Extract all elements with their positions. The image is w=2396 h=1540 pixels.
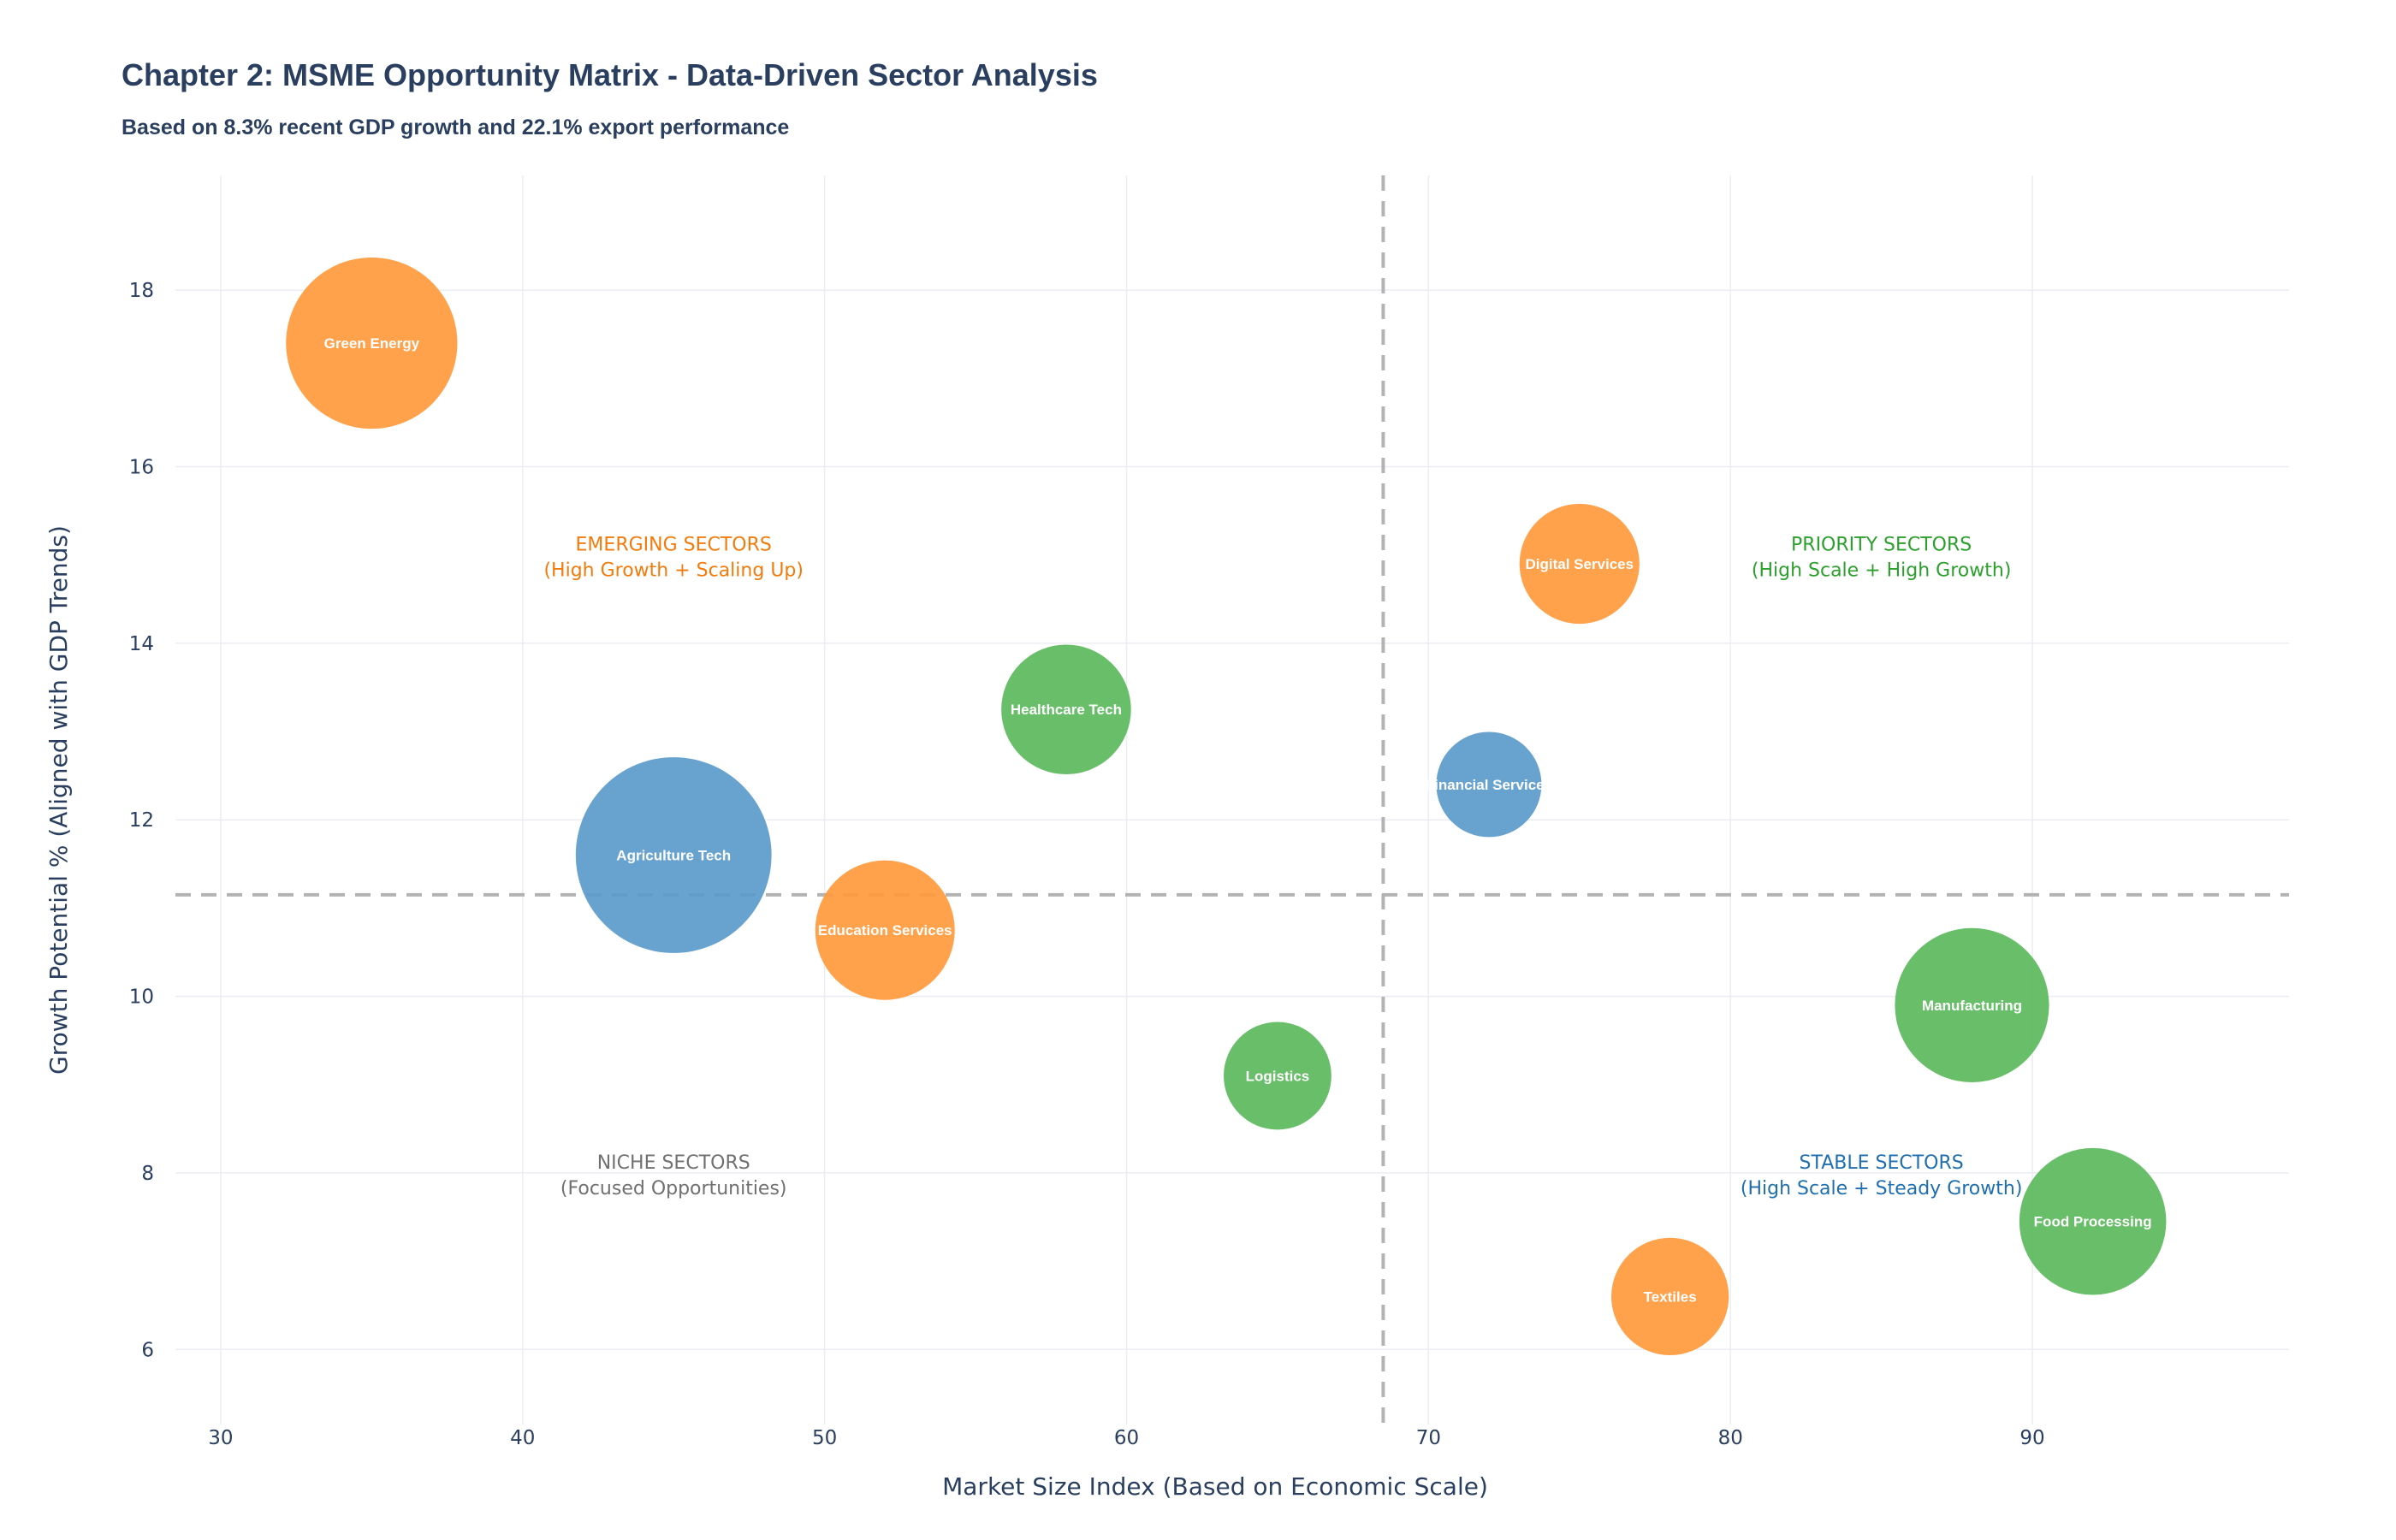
y-tick-label: 6 — [141, 1339, 154, 1361]
bubble-label: Green Energy — [324, 335, 420, 352]
y-tick-label: 12 — [129, 809, 154, 832]
y-tick-label: 16 — [129, 456, 154, 478]
quadrant-label-subtitle: (Focused Opportunities) — [560, 1178, 787, 1199]
quadrant-label-subtitle: (High Scale + High Growth) — [1752, 560, 2012, 582]
bubble[interactable] — [815, 860, 955, 1000]
bubble-label: Agriculture Tech — [616, 847, 731, 863]
reference-lines — [175, 175, 2289, 1424]
bubble-label: Financial Services — [1426, 777, 1552, 793]
x-axis-title: Market Size Index (Based on Economic Sca… — [942, 1472, 1488, 1501]
bubbles: Agriculture Tech Green Energy Manufacturin… — [286, 257, 2167, 1356]
x-tick-label: 90 — [2019, 1427, 2044, 1449]
bubble[interactable] — [1895, 927, 2049, 1082]
quadrant-label-subtitle: (High Scale + Steady Growth) — [1741, 1178, 2023, 1199]
bubble-label: Digital Services — [1525, 556, 1634, 572]
y-tick-label: 18 — [129, 280, 154, 302]
bubble[interactable] — [1224, 1022, 1331, 1130]
bubble-label: Healthcare Tech — [1011, 702, 1122, 718]
bubble[interactable] — [575, 757, 772, 953]
chart-title: Chapter 2: MSME Opportunity Matrix - Dat… — [122, 57, 1098, 92]
y-tick-label: 14 — [129, 633, 154, 655]
bubble-label: Manufacturing — [1922, 998, 2022, 1014]
quadrant-label-title: STABLE SECTORS — [1800, 1152, 1964, 1174]
quadrant-label-title: PRIORITY SECTORS — [1791, 535, 1972, 556]
quadrant-label-title: EMERGING SECTORS — [576, 535, 772, 556]
bubble-label: Food Processing — [2034, 1214, 2152, 1230]
x-tick-label: 40 — [510, 1427, 535, 1449]
gridlines — [175, 175, 2289, 1424]
x-tick-label: 80 — [1718, 1427, 1743, 1449]
bubble-label: Logistics — [1246, 1068, 1310, 1084]
bubble[interactable] — [286, 257, 458, 429]
y-tick-label: 8 — [141, 1163, 154, 1185]
y-tick-label: 10 — [129, 986, 154, 1009]
quadrant-annotations: EMERGING SECTORS (High Growth + Scaling U… — [543, 535, 2022, 1199]
quadrant-label-subtitle: (High Growth + Scaling Up) — [543, 560, 804, 582]
x-tick-label: 50 — [812, 1427, 837, 1449]
quadrant-label-title: NICHE SECTORS — [597, 1152, 750, 1174]
bubble[interactable] — [1519, 503, 1640, 625]
chart-subtitle: Based on 8.3% recent GDP growth and 22.1… — [122, 116, 789, 139]
bubble[interactable] — [2019, 1147, 2167, 1295]
bubble[interactable] — [1436, 732, 1542, 838]
tick-labels: 30 40 50 60 70 80 90 6 8 10 12 14 16 18 — [129, 280, 2045, 1449]
bubble-label: Education Services — [818, 922, 952, 939]
x-tick-label: 70 — [1416, 1427, 1441, 1449]
bubble-label: Textiles — [1644, 1288, 1697, 1305]
x-tick-label: 60 — [1114, 1427, 1139, 1449]
x-tick-label: 30 — [208, 1427, 233, 1449]
y-axis-title: Growth Potential % (Aligned with GDP Tre… — [44, 525, 73, 1075]
bubble[interactable] — [1611, 1237, 1729, 1356]
bubble[interactable] — [1001, 644, 1131, 775]
